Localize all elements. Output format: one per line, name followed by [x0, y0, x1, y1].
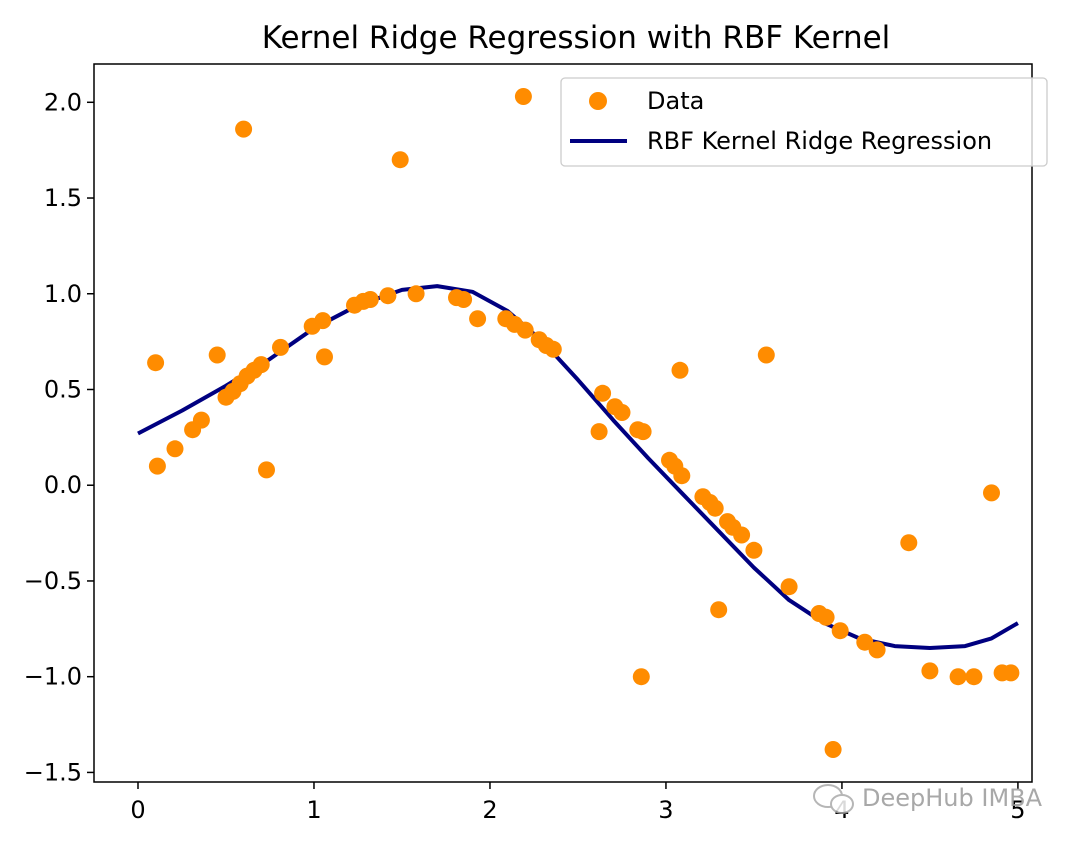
legend-box — [560, 77, 1048, 167]
data-point — [544, 340, 562, 358]
data-point — [1002, 664, 1020, 682]
data-point — [316, 348, 333, 366]
data-point — [407, 285, 425, 303]
y-tick-label: 0.0 — [44, 471, 82, 499]
legend: Data RBF Kernel Ridge Regression — [560, 77, 1048, 167]
data-point — [147, 354, 165, 372]
data-point — [733, 526, 751, 544]
data-point — [361, 291, 379, 308]
data-point — [824, 741, 842, 758]
legend-marker-data — [589, 92, 607, 110]
data-point — [706, 499, 724, 517]
data-point — [710, 601, 728, 619]
data-point — [673, 467, 691, 485]
data-point — [983, 484, 1000, 502]
y-tick-label: 1.5 — [44, 184, 82, 212]
y-tick-label: −1.5 — [24, 758, 82, 786]
data-point — [831, 622, 849, 640]
data-point — [745, 541, 763, 559]
y-tick-label: −0.5 — [24, 567, 82, 595]
x-tick-label: 1 — [306, 796, 321, 824]
legend-label-data: Data — [647, 87, 704, 115]
data-point — [856, 633, 874, 651]
data-point — [590, 423, 608, 441]
y-tick-label: −1.0 — [24, 663, 82, 691]
data-point — [514, 88, 532, 105]
watermark: DeepHub IMBA — [813, 784, 1043, 814]
data-point — [594, 384, 612, 402]
data-points-layer — [147, 88, 1020, 758]
data-point — [391, 151, 409, 169]
data-point — [455, 291, 473, 308]
wechat-icon — [813, 784, 854, 814]
y-tick-label: 1.0 — [44, 280, 82, 308]
data-point — [817, 608, 835, 626]
data-point — [166, 440, 184, 458]
chart-title: Kernel Ridge Regression with RBF Kernel — [262, 20, 891, 56]
data-point — [868, 641, 886, 659]
data-point — [148, 457, 166, 475]
x-tick-label: 2 — [482, 796, 497, 824]
data-point — [613, 404, 631, 421]
data-point — [632, 668, 650, 686]
data-point — [192, 411, 210, 429]
data-point — [671, 361, 689, 379]
data-point — [379, 287, 397, 305]
data-point — [900, 534, 918, 552]
y-tick-label: 0.5 — [44, 375, 82, 403]
data-point — [757, 346, 775, 364]
data-point — [208, 346, 226, 364]
data-point — [314, 312, 332, 330]
data-point — [634, 423, 652, 441]
y-axis: 2.0 1.5 1.0 0.5 0.0 −0.5 −1.0 −1.5 — [24, 88, 94, 786]
data-point — [921, 662, 939, 680]
data-point — [949, 668, 967, 686]
data-point — [258, 461, 275, 479]
watermark-text: DeepHub IMBA — [862, 784, 1043, 812]
data-point — [469, 310, 487, 328]
y-tick-label: 2.0 — [44, 88, 82, 116]
data-point — [235, 120, 253, 138]
legend-label-curve: RBF Kernel Ridge Regression — [647, 127, 992, 155]
data-point — [965, 668, 983, 686]
x-tick-label: 3 — [658, 796, 673, 824]
plot-area — [93, 63, 1033, 783]
x-tick-label: 0 — [130, 796, 145, 824]
data-point — [780, 578, 798, 596]
x-tick-label: 5 — [1010, 796, 1025, 824]
data-point — [516, 321, 534, 339]
data-point — [252, 356, 270, 374]
data-point — [272, 338, 289, 356]
